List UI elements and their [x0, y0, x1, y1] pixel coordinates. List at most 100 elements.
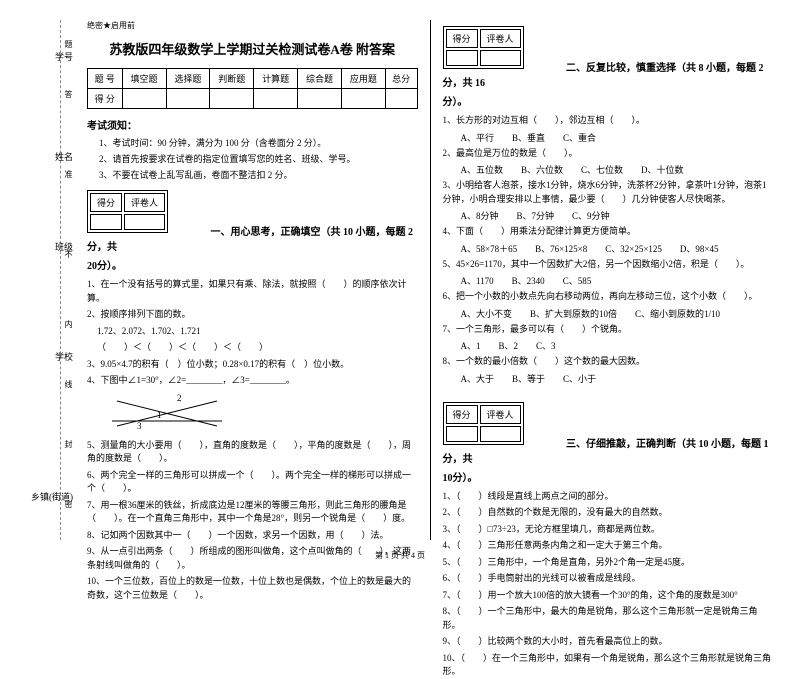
- opt: A、1: [461, 341, 481, 351]
- opt: B、等于: [512, 374, 545, 384]
- th: 综合题: [298, 69, 342, 89]
- q1-3: 3、9.05×4.7的积有（ ）位小数；0.28×0.17的积有（ ）位小数。: [87, 358, 418, 372]
- sb-c1: 得分: [446, 405, 478, 424]
- td: [254, 89, 298, 109]
- opt: C、缩小到原数的1/10: [635, 309, 720, 319]
- q2-7: 7、一个三角形，最多可以有（ ）个锐角。: [443, 323, 774, 337]
- seal-mark: 内: [63, 320, 74, 328]
- notice-item: 3、不要在试卷上乱写乱画，卷面不整洁扣 2 分。: [87, 168, 418, 181]
- q3-6: 6、（ ）手电筒射出的光线可以被看成是线段。: [443, 572, 774, 586]
- td: [122, 89, 166, 109]
- opt: D、98×45: [680, 244, 719, 254]
- td: [385, 89, 417, 109]
- opt: C、重合: [563, 133, 596, 143]
- q1-5: 5、测量角的大小要用（ ），直角的度数是（ ），平角的度数是（ ），周角的度数是…: [87, 439, 418, 466]
- sb-c2: 评卷人: [124, 193, 165, 212]
- opt: A、五位数: [461, 165, 504, 175]
- sb-c1: 得分: [446, 29, 478, 48]
- seal-mark: 线: [63, 380, 74, 388]
- opt: B、2340: [512, 276, 545, 286]
- section-score-box: 得分评卷人: [443, 26, 524, 69]
- q2-1: 1、长方形的对边互相（ ），邻边互相（ ）。: [443, 114, 774, 128]
- q1-7: 7、用一根36厘米的铁丝，折成底边是12厘米的等腰三角形，则此三角形的腰角是（ …: [87, 499, 418, 526]
- q3-10: 10、（ ）在一个三角形中，如果有一个角是锐角，那么这个三角形就是锐角三角形。: [443, 652, 774, 679]
- opt: A、平行: [461, 133, 495, 143]
- sb-blank: [480, 426, 521, 442]
- opt: A、58×78＋65: [461, 244, 518, 254]
- q2-2: 2、最高位是万位的数是（ ）。: [443, 147, 774, 161]
- q1-8: 8、记如两个因数其中一（ ）一个因数，求另一个因数，用（ ）法。: [87, 529, 418, 543]
- opt: B、7分钟: [517, 211, 555, 221]
- q3-9: 9、（ ）比较两个数的大小时，首先看最高位上的数。: [443, 635, 774, 649]
- opt: C、32×25×125: [605, 244, 662, 254]
- opt: B、扩大到原数的10倍: [530, 309, 617, 319]
- sb-c1: 得分: [90, 193, 122, 212]
- opt: C、3: [536, 341, 556, 351]
- sb-blank: [90, 214, 122, 230]
- q2-5: 5、45×26=1170，其中一个因数扩大2倍，另一个因数缩小2倍，积是（ ）。: [443, 258, 774, 272]
- q1-1: 1、在一个没有括号的算式里，如果只有乘、除法，就按照（ ）的顺序依次计算。: [87, 278, 418, 305]
- q2-4: 4、下面（ ）用乘法分配律计算更方便简单。: [443, 225, 774, 239]
- th: 判断题: [210, 69, 254, 89]
- svg-text:1: 1: [157, 410, 162, 420]
- svg-text:2: 2: [177, 393, 182, 403]
- th: 计算题: [254, 69, 298, 89]
- binding-margin: 学号 姓名 班级 学校 乡镇(街道) 题 答 准 不 内 线 封 密: [15, 20, 75, 540]
- angle-diagram: 2 3 1: [107, 391, 227, 436]
- td: [342, 89, 386, 109]
- secret-mark: 绝密★启用前: [87, 20, 418, 31]
- q1-6: 6、两个完全一样的三角形可以拼成一个（ ）。两个完全一样的梯形可以拼成一个（ ）…: [87, 469, 418, 496]
- opt: B、垂直: [512, 133, 545, 143]
- sb-c2: 评卷人: [480, 29, 521, 48]
- notice-list: 1、考试时间：90 分钟，满分为 100 分（含卷面分 2 分）。 2、请首先按…: [87, 136, 418, 181]
- sb-c2: 评卷人: [480, 405, 521, 424]
- left-column: 绝密★启用前 苏教版四年级数学上学期过关检测试卷A卷 附答案 题 号 填空题 选…: [75, 20, 431, 540]
- td: [298, 89, 342, 109]
- opt: C、七位数: [581, 165, 623, 175]
- opt: A、8分钟: [461, 211, 499, 221]
- opt: A、大小不变: [461, 309, 513, 319]
- section-score-box: 得分评卷人: [443, 402, 524, 445]
- field-label: 学号: [55, 50, 73, 63]
- th: 应用题: [342, 69, 386, 89]
- q2-6: 6、把一个小数的小数点先向右移动两位，再向左移动三位，这个小数（ ）。: [443, 290, 774, 304]
- opt: B、六位数: [521, 165, 563, 175]
- q1-4: 4、下图中∠1=30°，∠2=________，∠3=________。: [87, 374, 418, 388]
- q1-2-blanks: （ ）＜（ ）＜（ ）＜（ ）: [87, 341, 418, 355]
- q3-8: 8、（ ）一个三角形中，最大的角是锐角，那么这个三角形就一定是锐角三角形。: [443, 605, 774, 632]
- q1-2: 2、按顺序排列下面的数。: [87, 308, 418, 322]
- score-table: 题 号 填空题 选择题 判断题 计算题 综合题 应用题 总分 得 分: [87, 68, 418, 109]
- section-1-score: 20分）。: [87, 257, 418, 272]
- opt: D、十位数: [641, 165, 684, 175]
- th: 填空题: [122, 69, 166, 89]
- notice-item: 1、考试时间：90 分钟，满分为 100 分（含卷面分 2 分）。: [87, 136, 418, 149]
- seal-mark: 封: [63, 440, 74, 448]
- section-score-box: 得分评卷人: [87, 190, 168, 233]
- sb-blank: [124, 214, 165, 230]
- sb-blank: [480, 50, 521, 66]
- opt: C、9分钟: [572, 211, 610, 221]
- page-footer: 第 1 页 共 4 页: [0, 550, 800, 561]
- td: [166, 89, 210, 109]
- q2-6-opts: A、大小不变 B、扩大到原数的10倍 C、缩小到原数的1/10: [443, 307, 774, 320]
- opt: B、76×125×8: [535, 244, 587, 254]
- q2-8-opts: A、大于B、等于C、小于: [443, 372, 774, 385]
- q1-10: 10、一个三位数，百位上的数是一位数，十位上数也是偶数，个位上的数是最大的奇数，…: [87, 575, 418, 602]
- seal-mark: 题: [63, 40, 74, 48]
- q3-1: 1、（ ）线段是直线上两点之间的部分。: [443, 490, 774, 504]
- opt: C、585: [563, 276, 592, 286]
- fold-line: [60, 20, 61, 540]
- th: 题 号: [88, 69, 123, 89]
- notice-item: 2、请首先按要求在试卷的指定位置填写您的姓名、班级、学号。: [87, 152, 418, 165]
- th: 总分: [385, 69, 417, 89]
- q2-8: 8、一个数的最小倍数（ ）这个数的最大因数。: [443, 355, 774, 369]
- section-2-score: 分）。: [443, 93, 774, 108]
- q2-3: 3、小明给客人泡茶，接水1分钟，烧水6分钟，洗茶杯2分钟，拿茶叶1分钟，泡茶1分…: [443, 179, 774, 206]
- seal-mark: 不: [63, 250, 74, 258]
- q3-7: 7、（ ）用一个放大100倍的放大镜看一个30°的角，这个角的度数是300°: [443, 589, 774, 603]
- q2-4-opts: A、58×78＋65 B、76×125×8 C、32×25×125 D、98×45: [443, 242, 774, 255]
- q2-1-opts: A、平行 B、垂直 C、重合: [443, 131, 774, 144]
- seal-mark: 答: [63, 90, 74, 98]
- opt: A、1170: [461, 276, 494, 286]
- notice-title: 考试须知：: [87, 117, 418, 132]
